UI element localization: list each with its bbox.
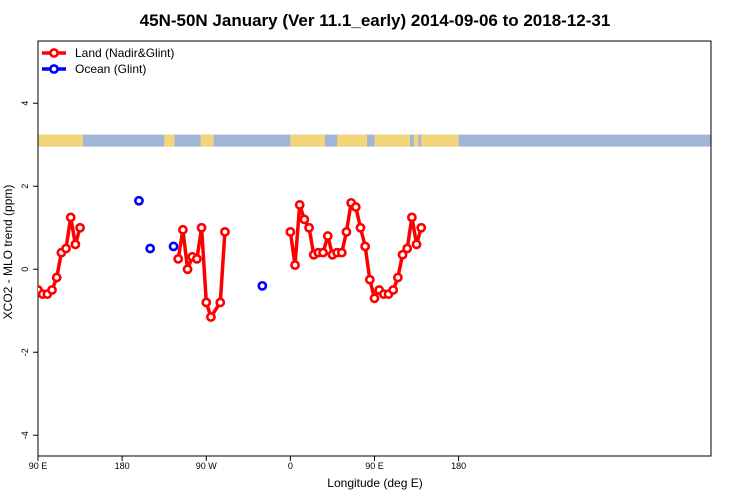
land-point	[173, 253, 184, 264]
y-tick-label: 2	[20, 184, 30, 189]
land-ocean-strip	[38, 134, 711, 147]
land-point	[294, 200, 305, 210]
land-point	[360, 241, 371, 252]
land-point	[290, 260, 300, 270]
land-point	[51, 272, 62, 283]
land-band	[421, 134, 459, 147]
y-axis-label: XCO2 - MLO trend (ppm)	[1, 185, 15, 320]
land-point	[369, 293, 380, 304]
land-point	[75, 222, 85, 233]
land-point	[65, 212, 76, 223]
land-point	[355, 222, 366, 233]
x-tick-label: 180	[451, 461, 466, 471]
land-point	[61, 243, 71, 254]
land-point	[215, 297, 226, 308]
chart-title: 45N-50N January (Ver 11.1_early) 2014-09…	[140, 11, 611, 30]
land-point	[285, 226, 296, 237]
x-tick-label: 0	[288, 461, 293, 471]
ocean-point	[134, 195, 144, 206]
land-point	[322, 231, 333, 241]
land-band	[337, 134, 368, 147]
x-axis-label: Longitude (deg E)	[327, 476, 422, 490]
land-band	[413, 134, 419, 147]
plot-frame	[37, 40, 712, 457]
land-band	[164, 134, 175, 147]
x-tick-label: 90 E	[365, 461, 384, 471]
land-point	[201, 297, 212, 308]
land-point	[304, 222, 314, 233]
land-point	[299, 214, 310, 225]
land-point	[220, 226, 230, 237]
legend-marker	[49, 48, 59, 58]
land-series-line	[176, 225, 227, 319]
land-point	[402, 243, 413, 254]
y-tick-label: 0	[20, 267, 30, 272]
ocean-point	[145, 243, 156, 254]
y-tick-label: 4	[20, 101, 30, 106]
x-tick-label: 90 W	[196, 461, 218, 471]
land-point	[177, 224, 188, 235]
legend: Land (Nadir&Glint) Ocean (Glint)	[42, 46, 174, 76]
land-point	[388, 285, 399, 295]
ocean-point	[168, 241, 179, 252]
series-layer	[38, 195, 427, 322]
land-point	[392, 272, 403, 283]
y-tick-label: -2	[20, 348, 30, 356]
legend-label: Ocean (Glint)	[75, 62, 146, 76]
land-point	[416, 222, 427, 233]
land-band	[200, 134, 214, 147]
land-point	[318, 247, 328, 258]
land-band	[374, 134, 411, 147]
land-point	[336, 247, 347, 258]
land-band	[38, 134, 83, 147]
land-point	[206, 312, 216, 322]
land-point	[406, 212, 417, 223]
x-tick-label: 90 E	[29, 461, 48, 471]
land-point	[364, 274, 375, 285]
land-point	[70, 239, 81, 250]
land-point	[192, 253, 202, 264]
land-band	[290, 134, 325, 147]
x-tick-label: 180	[115, 461, 130, 471]
y-tick-label: -4	[20, 431, 30, 439]
axes: 90 E 180 90 W 0 90 E 180 -4 -2 0 2 4	[20, 40, 712, 471]
legend-label: Land (Nadir&Glint)	[75, 46, 174, 60]
land-point	[411, 239, 422, 250]
land-point	[341, 226, 352, 237]
legend-marker	[49, 64, 59, 74]
land-point	[397, 249, 408, 260]
land-point	[196, 222, 207, 233]
ocean-point	[257, 280, 268, 291]
land-point	[47, 285, 57, 295]
land-point	[350, 202, 361, 212]
land-point	[182, 264, 193, 275]
